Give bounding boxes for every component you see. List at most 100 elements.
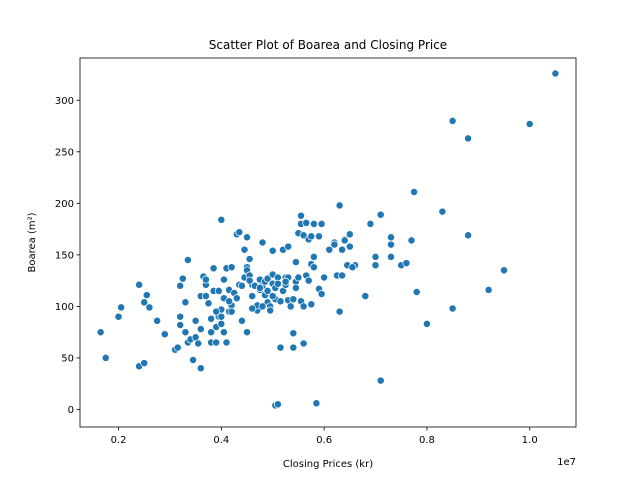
y-axis-label: Boarea (m²) — [27, 212, 38, 272]
data-point — [402, 259, 411, 268]
data-point — [438, 207, 447, 216]
data-point — [309, 219, 318, 228]
data-point — [245, 255, 254, 263]
data-point — [387, 240, 395, 249]
data-point — [340, 236, 349, 245]
chart-title: Scatter Plot of Boarea and Closing Price — [209, 38, 447, 52]
x-axis: 0.2 0.4 0.6 0.8 1.0 — [111, 427, 538, 446]
data-point — [189, 356, 198, 364]
data-point — [207, 314, 216, 323]
data-point — [176, 281, 185, 290]
data-point — [315, 232, 323, 241]
data-point — [153, 316, 162, 325]
data-point — [245, 276, 254, 285]
data-point — [317, 290, 326, 298]
data-point — [217, 312, 226, 321]
data-point — [338, 245, 347, 254]
data-point — [281, 277, 290, 286]
data-point — [212, 307, 221, 316]
y-tick-label: 250 — [55, 147, 74, 158]
data-point — [376, 376, 385, 385]
data-point — [258, 302, 267, 311]
data-point — [317, 219, 326, 228]
data-point — [140, 359, 149, 368]
data-point — [284, 242, 293, 251]
data-point — [176, 312, 185, 321]
data-point — [209, 264, 218, 273]
data-point — [345, 230, 354, 239]
data-point — [258, 238, 267, 247]
data-point — [248, 304, 257, 313]
data-point — [448, 304, 457, 313]
data-point — [289, 295, 298, 304]
data-point — [96, 328, 105, 337]
data-point — [243, 328, 251, 337]
data-point — [297, 211, 305, 220]
data-point — [248, 292, 257, 301]
x-tick-label: 1.0 — [522, 435, 538, 446]
data-point — [335, 307, 344, 316]
data-point — [101, 353, 110, 362]
data-point — [312, 399, 321, 408]
y-tick-label: 150 — [55, 250, 74, 261]
data-point — [217, 319, 226, 328]
data-point — [338, 271, 347, 280]
data-point — [273, 279, 282, 288]
data-point — [302, 218, 311, 227]
y-tick-label: 300 — [55, 96, 74, 107]
data-point — [551, 69, 560, 78]
data-point — [235, 228, 244, 237]
data-point — [299, 302, 308, 311]
data-point — [366, 219, 375, 228]
data-point — [194, 339, 203, 348]
data-point — [376, 210, 385, 219]
data-point — [145, 303, 154, 312]
data-point — [361, 292, 370, 301]
data-point — [237, 316, 246, 325]
data-point — [345, 242, 354, 251]
data-point — [183, 256, 192, 264]
data-point — [225, 297, 234, 306]
data-point — [196, 325, 205, 334]
data-point — [240, 245, 249, 254]
data-point — [371, 261, 380, 270]
data-point — [135, 280, 144, 289]
data-point — [422, 319, 431, 328]
data-point — [289, 329, 298, 338]
data-point — [181, 328, 190, 337]
data-point — [525, 120, 534, 128]
data-point — [291, 258, 300, 267]
data-point — [286, 302, 295, 311]
data-point — [299, 339, 308, 348]
data-point — [299, 231, 308, 240]
x-axis-label: Closing Prices (kr) — [283, 459, 373, 470]
x-tick-label: 0.4 — [213, 435, 229, 446]
x-tick-label: 0.8 — [419, 435, 435, 446]
data-point — [142, 291, 151, 300]
data-point — [309, 252, 318, 261]
data-point — [176, 321, 185, 329]
data-point — [289, 343, 298, 352]
data-point — [207, 328, 216, 337]
data-point — [464, 231, 473, 240]
data-point — [484, 285, 493, 294]
y-tick-label: 0 — [68, 405, 74, 416]
data-point — [387, 233, 395, 242]
x-tick-label: 0.2 — [111, 435, 127, 446]
data-point — [222, 338, 231, 347]
data-point — [448, 116, 457, 125]
data-point — [320, 273, 329, 282]
data-point — [276, 343, 285, 352]
data-point — [291, 283, 300, 292]
data-point — [114, 312, 123, 321]
data-point — [276, 297, 285, 306]
data-point — [273, 400, 282, 409]
data-point — [160, 330, 169, 339]
data-point — [196, 364, 205, 373]
y-tick-label: 100 — [55, 302, 74, 313]
data-point — [348, 263, 357, 272]
data-point — [243, 233, 251, 242]
data-point — [204, 299, 213, 308]
data-point — [263, 286, 272, 295]
